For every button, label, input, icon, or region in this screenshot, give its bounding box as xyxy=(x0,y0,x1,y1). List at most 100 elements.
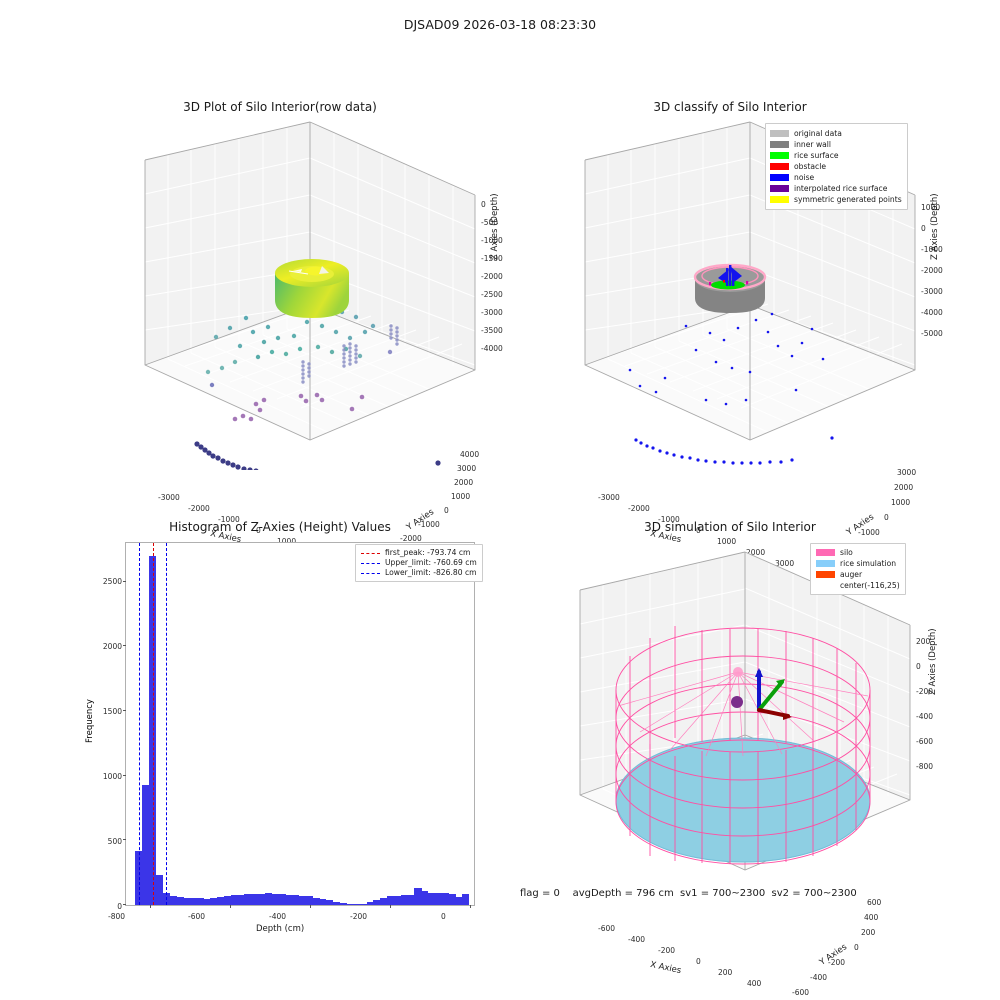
z-tick: -800 xyxy=(916,762,934,771)
x-tick: 0 xyxy=(256,526,261,535)
x-tick: 400 xyxy=(747,979,762,988)
legend-item[interactable]: Upper_limit: -760.69 cm xyxy=(361,558,477,568)
histogram-bar xyxy=(312,897,320,905)
histogram-bar xyxy=(407,894,415,905)
y-tick: 0 xyxy=(854,943,859,952)
histogram-bar xyxy=(142,784,150,905)
swatch-original-data-icon xyxy=(770,130,789,137)
histogram-bar xyxy=(454,897,463,905)
histogram-bar xyxy=(352,904,361,905)
y-tick: -1000 xyxy=(418,520,440,529)
swatch-rice-simulation-icon xyxy=(816,560,835,567)
y-tick: -400 xyxy=(810,973,828,982)
swatch-rice-surface-icon xyxy=(770,152,789,159)
histogram-bar xyxy=(400,895,409,905)
z-tick: 0 xyxy=(916,662,921,671)
histogram-bar xyxy=(264,893,273,905)
histogram-bar xyxy=(182,897,191,905)
histogram-marker-lower-limit xyxy=(139,543,141,905)
histogram-bar xyxy=(461,894,470,905)
histogram-bar xyxy=(441,893,449,905)
legend-item[interactable]: Lower_limit: -826.80 cm xyxy=(361,568,477,578)
raw-3d-zlabel: Z Axies (Depth) xyxy=(490,193,500,260)
x-tick: -1000 xyxy=(218,515,240,524)
legend-item[interactable]: auger xyxy=(816,569,900,580)
legend-label: Upper_limit: -760.69 cm xyxy=(385,558,477,568)
y-tick: 2000 xyxy=(102,642,122,651)
legend-label: silo xyxy=(840,547,853,557)
histogram-bar xyxy=(414,888,422,905)
legend-label: obstacle xyxy=(794,161,827,171)
histogram-bar xyxy=(257,893,266,905)
histogram-plot-area[interactable] xyxy=(123,542,475,908)
x-tick: -1000 xyxy=(658,515,680,524)
swatch-symmetric-generated-points-icon xyxy=(770,196,789,203)
legend-item[interactable]: rice surface xyxy=(770,150,902,161)
histogram-bar xyxy=(318,898,327,905)
raw-point-cloud xyxy=(194,306,441,470)
y-tick: -1000 xyxy=(858,528,880,537)
histogram-bar xyxy=(155,875,164,905)
classified-silo-object xyxy=(693,263,767,313)
histogram-bar xyxy=(271,893,279,905)
z-tick: -2000 xyxy=(481,272,503,281)
z-tick: -2000 xyxy=(921,266,943,275)
histogram-bar xyxy=(223,896,232,905)
classify-legend: original data inner wall rice surface ob… xyxy=(765,123,908,210)
z-tick: 0 xyxy=(921,224,926,233)
z-tick: -4000 xyxy=(481,344,503,353)
y-tick: 2000 xyxy=(454,478,474,487)
histogram-bar xyxy=(420,890,429,905)
swatch-center-icon xyxy=(816,582,835,589)
z-tick: -500 xyxy=(481,218,499,227)
histogram-bar xyxy=(189,897,198,905)
histogram-bar xyxy=(339,903,347,905)
legend-item[interactable]: interpolated rice surface xyxy=(770,183,902,194)
upper-limit-line-icon xyxy=(361,562,380,564)
legend-item[interactable]: obstacle xyxy=(770,161,902,172)
histogram-bar xyxy=(346,903,354,905)
legend-label: symmetric generated points xyxy=(794,194,902,204)
lower-limit-line-icon xyxy=(361,572,380,574)
x-tick: 0 xyxy=(696,957,701,966)
y-tick: 600 xyxy=(867,898,882,907)
y-tick: 400 xyxy=(864,913,879,922)
x-tick: -800 xyxy=(108,912,126,921)
legend-label: rice simulation xyxy=(840,558,897,568)
histogram-bar xyxy=(427,892,436,905)
legend-item[interactable]: noise xyxy=(770,172,902,183)
z-tick: 1000 xyxy=(921,203,941,212)
legend-item[interactable]: first_peak: -793.74 cm xyxy=(361,548,477,558)
x-tick-mark xyxy=(150,905,151,908)
z-tick: -4000 xyxy=(921,308,943,317)
legend-item[interactable]: rice simulation xyxy=(816,558,900,569)
z-tick: -3000 xyxy=(481,308,503,317)
y-tick: -2000 xyxy=(400,534,422,543)
legend-item[interactable]: symmetric generated points xyxy=(770,194,902,205)
legend-label: first_peak: -793.74 cm xyxy=(385,548,471,558)
z-tick: -3500 xyxy=(481,326,503,335)
panel-classify-3d-title: 3D classify of Silo Interior xyxy=(653,100,807,114)
y-tick: 2000 xyxy=(894,483,914,492)
x-tick: -400 xyxy=(628,935,646,944)
y-tick: 200 xyxy=(861,928,876,937)
histogram-bar xyxy=(216,896,225,905)
panel-simulation-3d-title: 3D simulation of Silo Interior xyxy=(644,520,816,534)
figure-title: DJSAD09 2026-03-18 08:23:30 xyxy=(403,17,597,32)
panel-histogram-title: Histogram of Z-Axies (Height) Values xyxy=(169,520,391,534)
legend-item[interactable]: silo xyxy=(816,547,900,558)
legend-item[interactable]: original data xyxy=(770,128,902,139)
histogram-bar xyxy=(386,896,395,905)
x-tick-mark xyxy=(230,905,231,908)
noise-points xyxy=(628,312,834,465)
x-tick: 1000 xyxy=(717,537,737,546)
histogram-bar xyxy=(393,895,402,905)
y-tick: 1000 xyxy=(451,492,471,501)
legend-item[interactable]: inner wall xyxy=(770,139,902,150)
swatch-silo-icon xyxy=(816,549,835,556)
x-tick: -200 xyxy=(350,912,368,921)
legend-label: center(-116,25) xyxy=(840,580,900,590)
origin-axes-arrows xyxy=(755,668,792,720)
swatch-inner-wall-icon xyxy=(770,141,789,148)
